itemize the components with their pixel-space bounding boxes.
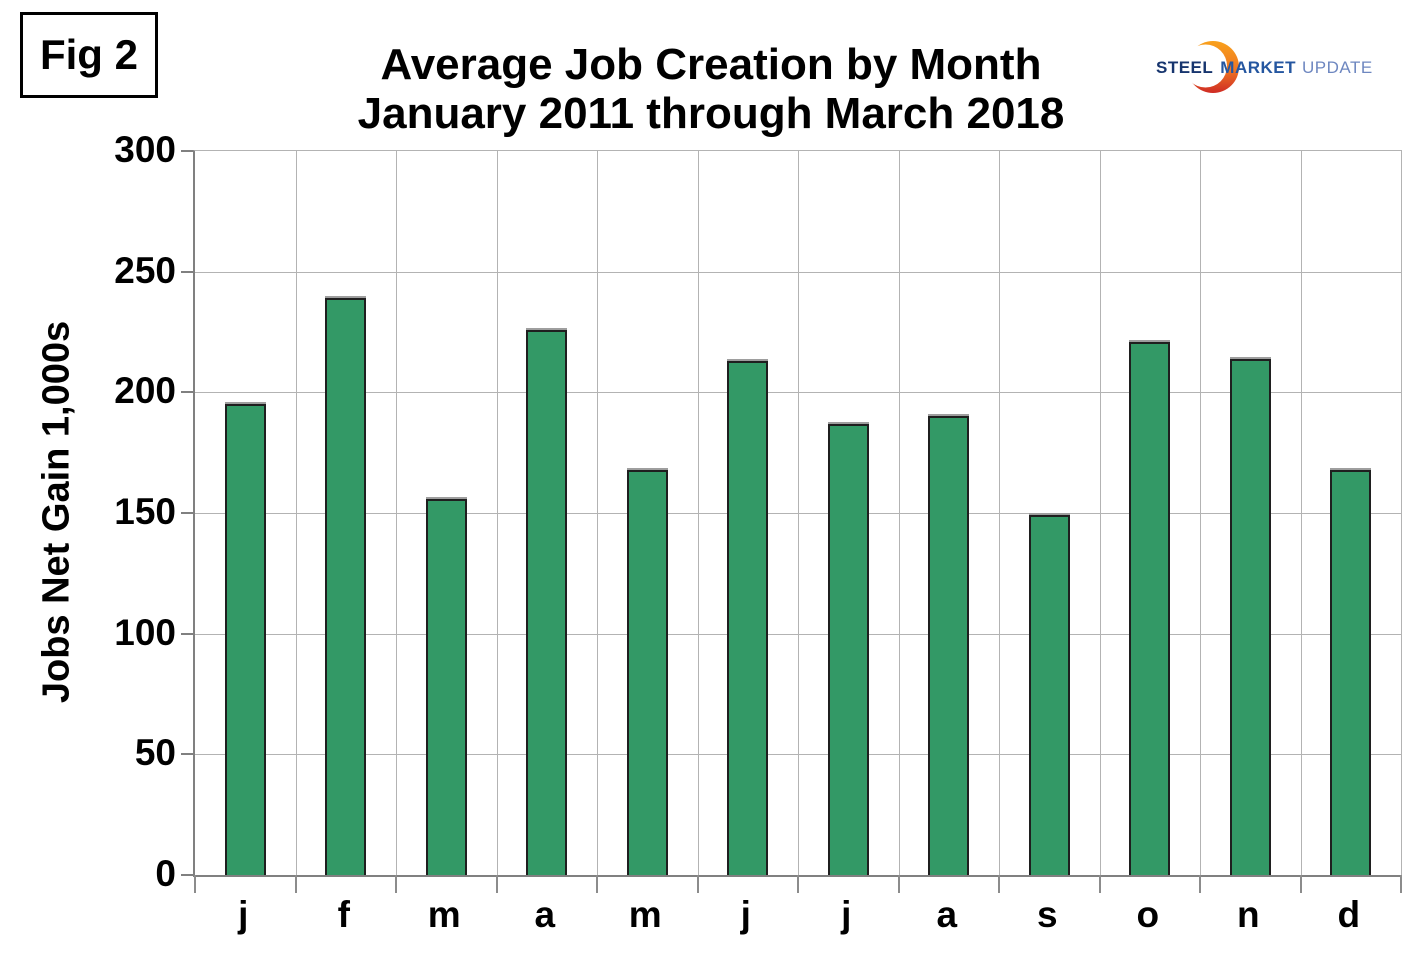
x-axis-tick (194, 875, 196, 893)
x-tick-label: s (1036, 894, 1058, 935)
y-axis-labels: 0 50 100 150 200 250 300 (0, 0, 176, 973)
y-axis-tick (181, 391, 193, 394)
x-axis-tick (1400, 875, 1402, 893)
x-axis-tick (495, 875, 498, 893)
y-tick-label: 250 (114, 249, 176, 291)
gridline-vertical (898, 151, 900, 875)
y-axis-tick (181, 753, 193, 756)
x-axis-tick (1199, 875, 1201, 893)
logo-text: STEEL MARKET UPDATE (1156, 58, 1373, 78)
bar (425, 498, 467, 875)
x-tick-label: m (427, 894, 461, 935)
x-tick-label: a (936, 894, 958, 935)
gridline-vertical (697, 151, 699, 875)
bar (224, 404, 266, 875)
x-axis-tick (294, 875, 297, 893)
bar (827, 423, 869, 875)
x-axis-tick (1098, 875, 1101, 893)
x-axis-tick (998, 875, 1000, 893)
figure-label: Fig 2 (39, 31, 138, 78)
steel-market-update-logo: STEEL MARKET UPDATE (1150, 38, 1372, 98)
gridline-vertical (999, 151, 1000, 875)
x-tick-label: n (1236, 894, 1260, 935)
x-tick-label: j (740, 894, 751, 935)
x-axis-tick (696, 875, 699, 893)
chart-title: Average Job Creation by Month January 20… (0, 40, 1422, 138)
x-axis-tick (1299, 875, 1302, 893)
bar (325, 298, 367, 875)
y-tick-label: 100 (114, 611, 176, 653)
y-axis-tick (181, 150, 193, 152)
chart-title-line2: January 2011 through March 2018 (357, 89, 1065, 138)
y-tick-label: 200 (114, 370, 176, 412)
y-tick-label: 50 (134, 732, 176, 774)
bar (526, 329, 568, 875)
crescent-swoosh-icon (1184, 41, 1239, 93)
x-axis-tick (797, 875, 799, 893)
logo-word-steel: STEEL (1156, 58, 1214, 77)
bar (1028, 515, 1070, 875)
x-tick-label: m (628, 894, 662, 935)
figure-label-box: Fig 2 (20, 12, 158, 98)
gridline-vertical (1300, 151, 1302, 875)
y-axis-tick (181, 270, 193, 273)
gridline-vertical (1200, 151, 1201, 875)
gridline-vertical (295, 151, 297, 875)
bar (626, 469, 668, 875)
bar (1330, 469, 1372, 875)
bar (928, 416, 970, 875)
y-tick-label: 300 (114, 129, 176, 170)
x-tick-label: a (534, 894, 556, 935)
x-axis-tick (596, 875, 598, 893)
y-axis-tick (181, 632, 193, 635)
y-axis-tick (181, 874, 193, 876)
x-tick-label: j (238, 894, 249, 935)
chart-title-line1: Average Job Creation by Month (380, 40, 1042, 89)
x-tick-label: j (841, 894, 852, 935)
y-axis-tick (181, 512, 193, 514)
x-tick-label: d (1337, 894, 1361, 935)
gridline-vertical (496, 151, 498, 875)
bar (1229, 358, 1271, 875)
gridline-vertical (597, 151, 598, 875)
gridline-vertical (798, 151, 799, 875)
x-tick-label: f (337, 894, 350, 935)
x-tick-label: o (1136, 894, 1160, 935)
x-axis-tick (897, 875, 900, 893)
plot-area (181, 150, 1402, 893)
bar (727, 360, 769, 875)
gridline-vertical (1099, 151, 1101, 875)
logo-word-market: MARKET (1220, 58, 1297, 77)
logo-word-update: UPDATE (1302, 58, 1373, 77)
x-axis-tick (395, 875, 397, 893)
bar (1129, 341, 1171, 875)
y-tick-label: 0 (155, 853, 176, 894)
y-tick-label: 150 (114, 491, 176, 532)
gridline-vertical (396, 151, 397, 875)
